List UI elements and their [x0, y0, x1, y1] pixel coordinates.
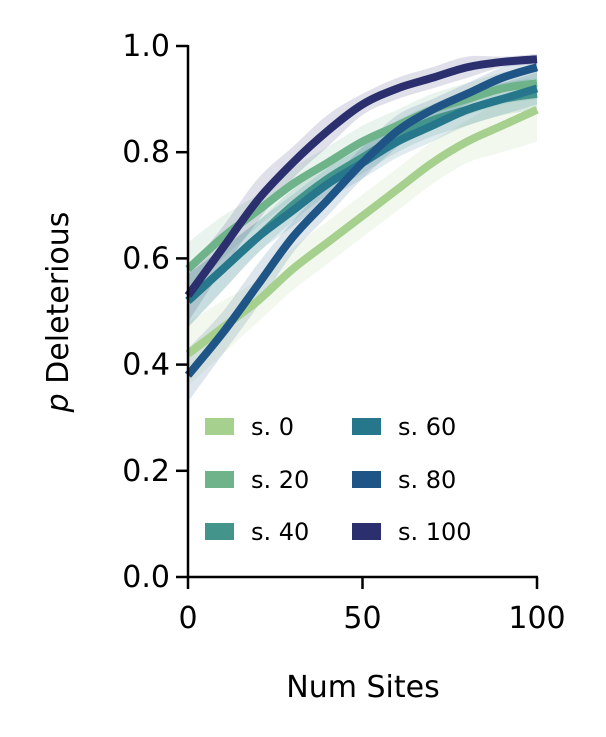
x-ticks: 0 50 100	[178, 577, 566, 636]
x-axis-title: Num Sites	[286, 670, 439, 705]
legend-label: s. 60	[398, 413, 456, 441]
x-tick-label: 50	[343, 601, 381, 636]
legend-item-s-100: s. 100	[352, 518, 472, 546]
y-tick-label: 0.4	[122, 348, 170, 383]
legend-label: s. 0	[251, 413, 294, 441]
legend-swatch	[205, 523, 234, 540]
y-tick-label: 0.2	[122, 454, 170, 489]
line-s-0	[185, 106, 539, 358]
legend-item-s-80: s. 80	[352, 466, 456, 494]
legend-label: s. 80	[398, 466, 456, 494]
legend-item-s-0: s. 0	[205, 413, 294, 441]
series-lines	[184, 55, 539, 378]
legend-swatch	[352, 523, 381, 540]
legend-item-s-40: s. 40	[205, 518, 309, 546]
legend-label: s. 20	[251, 466, 309, 494]
y-axis-title: p Deleterious	[41, 212, 76, 414]
line-s-100	[184, 55, 538, 298]
y-tick-label: 0.0	[122, 560, 170, 595]
x-tick-label: 100	[508, 601, 565, 636]
x-tick-label: 0	[178, 601, 197, 636]
legend-swatch	[205, 418, 234, 435]
legend-item-s-60: s. 60	[352, 413, 456, 441]
y-tick-label: 1.0	[122, 29, 170, 64]
legend-item-s-20: s. 20	[205, 466, 309, 494]
legend-swatch	[352, 418, 381, 435]
legend-label: s. 40	[251, 518, 309, 546]
y-axis-title-rest: Deleterious	[41, 212, 76, 394]
legend-swatch	[352, 471, 381, 488]
legend-label: s. 100	[398, 518, 472, 546]
y-ticks: 0.0 0.2 0.4 0.6 0.8 1.0	[122, 29, 188, 595]
y-axis-title-italic: p	[41, 393, 76, 413]
legend-swatch	[205, 471, 234, 488]
y-tick-label: 0.6	[122, 241, 170, 276]
y-tick-label: 0.8	[122, 135, 170, 170]
legend: s. 0 s. 20 s. 40 s. 60 s. 80 s. 100	[205, 413, 472, 546]
line-s-80	[184, 63, 539, 378]
